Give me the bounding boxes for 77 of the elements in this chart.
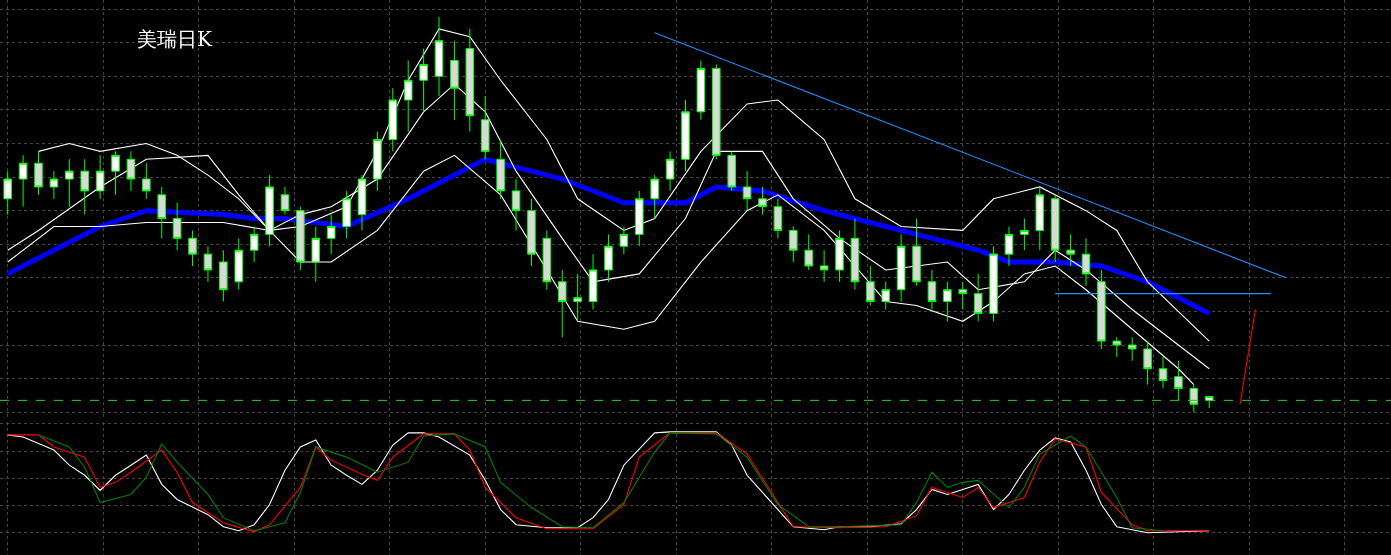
candlestick — [1143, 340, 1152, 386]
candlestick — [1112, 336, 1122, 358]
candlestick — [712, 63, 721, 160]
candlestick — [650, 174, 659, 220]
candlestick — [49, 170, 59, 200]
candlestick — [727, 150, 736, 192]
candlestick — [1174, 360, 1183, 401]
candlestick — [742, 170, 752, 212]
candlestick — [480, 95, 490, 160]
candlestick — [1066, 233, 1075, 267]
candlestick — [373, 131, 382, 192]
candlestick — [866, 265, 875, 307]
candlestick — [696, 59, 706, 121]
candlestick — [1081, 237, 1091, 287]
candlestick — [881, 281, 891, 310]
candlestick — [18, 154, 28, 208]
text: 美瑞日K — [137, 27, 213, 51]
candlestick — [1020, 218, 1029, 251]
candlestick — [927, 269, 937, 310]
candlestick — [804, 233, 813, 271]
candlestick — [912, 218, 921, 287]
candlestick — [789, 225, 798, 263]
candlestick — [95, 154, 105, 200]
candlestick — [511, 178, 521, 231]
candlestick — [188, 229, 197, 267]
candlestick — [681, 99, 690, 172]
candlestick — [234, 237, 244, 291]
candlestick — [326, 214, 336, 255]
candlestick — [80, 158, 89, 216]
candlestick — [1189, 384, 1199, 413]
candlestick — [265, 174, 274, 247]
candlestick — [172, 202, 182, 251]
candlestick — [542, 229, 552, 291]
candlestick — [249, 225, 259, 263]
candlestick — [604, 233, 613, 283]
candlestick — [773, 198, 783, 239]
candlestick — [850, 218, 860, 291]
candlestick — [496, 139, 505, 200]
candlestick — [1035, 186, 1045, 251]
candlestick — [142, 162, 151, 200]
candlestick — [1004, 225, 1014, 267]
candlestick — [342, 190, 351, 239]
candlestick — [989, 245, 998, 322]
candlestick — [388, 87, 398, 152]
candlestick — [557, 269, 567, 338]
candlestick — [943, 281, 952, 322]
candlestick — [111, 150, 120, 196]
candlestick — [1127, 336, 1137, 362]
candlestick — [588, 253, 598, 310]
candlestick — [203, 245, 213, 283]
candlestick — [973, 273, 983, 322]
candlestick — [357, 174, 367, 231]
candlestick — [450, 40, 459, 121]
candlestick — [157, 186, 167, 239]
candlestick — [635, 190, 644, 247]
candlestick — [34, 150, 43, 196]
candlestick — [3, 170, 12, 216]
candlestick — [665, 150, 675, 192]
candlestick — [573, 273, 582, 322]
candlestick — [219, 249, 228, 303]
candlestick — [619, 225, 629, 255]
candlestick — [958, 281, 968, 310]
candlestick — [758, 186, 767, 216]
candlestick — [1204, 395, 1214, 409]
candlestick — [296, 206, 305, 271]
candlestick — [896, 233, 906, 303]
candlestick — [311, 225, 321, 283]
candlestick — [1050, 194, 1060, 263]
candlestick — [1158, 356, 1168, 390]
candlestick — [819, 249, 829, 283]
candlestick — [280, 186, 290, 216]
candlestick — [835, 229, 844, 283]
candlestick — [1097, 269, 1106, 350]
candlestick — [465, 28, 475, 133]
candlestick — [65, 158, 74, 208]
candlestick — [527, 198, 536, 267]
candlestick — [126, 150, 136, 192]
